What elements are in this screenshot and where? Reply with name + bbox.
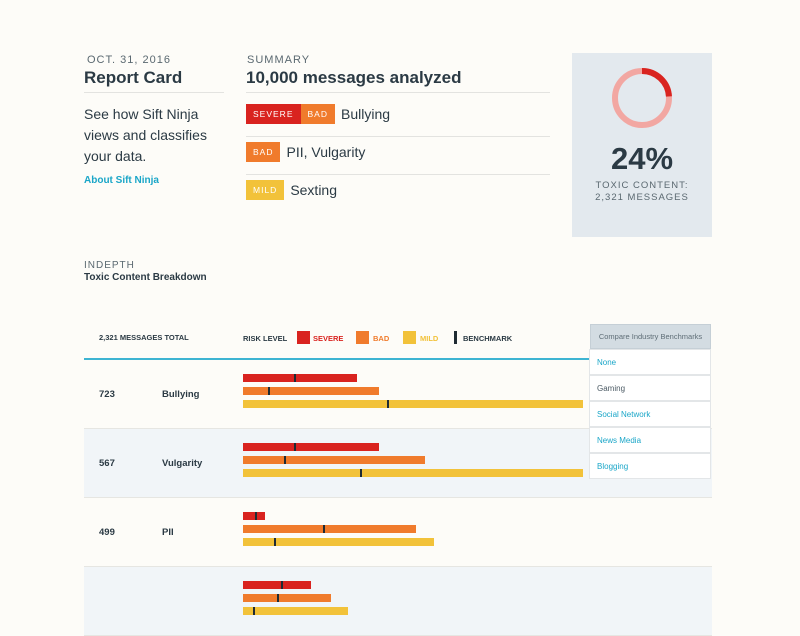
bad-tag: BAD bbox=[246, 142, 281, 162]
benchmark-option-blogging[interactable]: Blogging bbox=[589, 453, 711, 479]
severe-bar bbox=[243, 581, 311, 589]
toxic-stat-card bbox=[572, 53, 712, 237]
report-description: See how Sift Ninja views and classifies … bbox=[84, 106, 207, 164]
summary-text: PII, Vulgarity bbox=[286, 144, 366, 160]
summary-row: BAD PII, Vulgarity bbox=[246, 142, 365, 162]
legend-bad-label: BAD bbox=[373, 334, 390, 343]
row-count: 723 bbox=[99, 389, 115, 400]
bad-bar bbox=[243, 525, 416, 533]
mild-benchmark-marker bbox=[253, 607, 255, 615]
about-link[interactable]: About Sift Ninja bbox=[84, 175, 159, 186]
report-date: OCT. 31, 2016 bbox=[87, 54, 171, 66]
row-separator bbox=[84, 497, 712, 498]
indepth-label: INDEPTH bbox=[84, 260, 135, 271]
row-category: Bullying bbox=[162, 389, 200, 400]
benchmark-option-gaming[interactable]: Gaming bbox=[589, 375, 711, 401]
legend-mild-label: MILD bbox=[420, 334, 439, 343]
divider bbox=[246, 174, 550, 175]
bad-benchmark-marker bbox=[284, 456, 286, 464]
bad-benchmark-marker bbox=[277, 594, 279, 602]
row-separator bbox=[84, 428, 712, 429]
mild-bar bbox=[243, 607, 348, 615]
summary-row: MILD Sexting bbox=[246, 180, 337, 200]
severe-benchmark-marker bbox=[281, 581, 283, 589]
bad-bar bbox=[243, 594, 331, 602]
breakdown-title: Toxic Content Breakdown bbox=[84, 272, 207, 283]
bad-bar bbox=[243, 456, 425, 464]
mild-bar bbox=[243, 469, 583, 477]
divider bbox=[246, 136, 550, 137]
legend-bad-swatch bbox=[356, 331, 369, 344]
toxic-label-line2: 2,321 MESSAGES bbox=[595, 192, 689, 203]
severe-benchmark-marker bbox=[294, 374, 296, 382]
legend-severe-swatch bbox=[297, 331, 310, 344]
severe-tag: SEVERE bbox=[246, 104, 301, 124]
mild-benchmark-marker bbox=[274, 538, 276, 546]
severe-benchmark-marker bbox=[255, 512, 257, 520]
toxic-label-line1: TOXIC CONTENT: bbox=[595, 180, 689, 191]
row-separator bbox=[84, 566, 712, 567]
summary-text: Bullying bbox=[340, 106, 391, 122]
mild-tag: MILD bbox=[246, 180, 285, 200]
mild-benchmark-marker bbox=[387, 400, 389, 408]
mild-bar bbox=[243, 538, 434, 546]
benchmark-option-news-media[interactable]: News Media bbox=[589, 427, 711, 453]
row-band bbox=[84, 567, 712, 636]
benchmark-option-social-network[interactable]: Social Network bbox=[589, 401, 711, 427]
table-header-rule bbox=[84, 358, 590, 360]
divider bbox=[84, 92, 224, 93]
mild-benchmark-marker bbox=[360, 469, 362, 477]
divider bbox=[246, 92, 550, 93]
severe-bar bbox=[243, 512, 265, 520]
messages-total: 2,321 MESSAGES TOTAL bbox=[99, 333, 189, 342]
legend-benchmark-label: BENCHMARK bbox=[463, 334, 513, 343]
severe-bar bbox=[243, 443, 379, 451]
severe-benchmark-marker bbox=[294, 443, 296, 451]
bad-tag: BAD bbox=[300, 104, 335, 124]
row-count: 567 bbox=[99, 458, 115, 469]
donut-arc bbox=[612, 68, 672, 128]
report-title: Report Card bbox=[84, 68, 183, 87]
risk-level-label: RISK LEVEL bbox=[243, 334, 288, 343]
legend-severe-label: SEVERE bbox=[313, 334, 344, 343]
legend-mild-swatch bbox=[403, 331, 416, 344]
summary-label: SUMMARY bbox=[247, 54, 311, 66]
summary-row: SEVERE BAD Bullying bbox=[246, 104, 390, 124]
toxic-donut-chart bbox=[612, 68, 672, 128]
row-count: 499 bbox=[99, 527, 115, 538]
row-category: Vulgarity bbox=[162, 458, 203, 469]
compare-benchmarks-dropdown[interactable]: Compare Industry Benchmarks bbox=[590, 324, 711, 349]
toxic-percent: 24% bbox=[610, 141, 674, 176]
summary-text: Sexting bbox=[290, 182, 338, 198]
mild-bar bbox=[243, 400, 583, 408]
row-category: PII bbox=[162, 527, 174, 538]
bad-benchmark-marker bbox=[268, 387, 270, 395]
benchmark-option-none[interactable]: None bbox=[589, 349, 711, 375]
toxic-label: TOXIC CONTENT: 2,321 MESSAGES bbox=[572, 180, 712, 204]
summary-title: 10,000 messages analyzed bbox=[246, 68, 462, 87]
bad-benchmark-marker bbox=[323, 525, 325, 533]
legend-benchmark-swatch bbox=[454, 331, 457, 344]
severe-bar bbox=[243, 374, 357, 382]
bad-bar bbox=[243, 387, 379, 395]
